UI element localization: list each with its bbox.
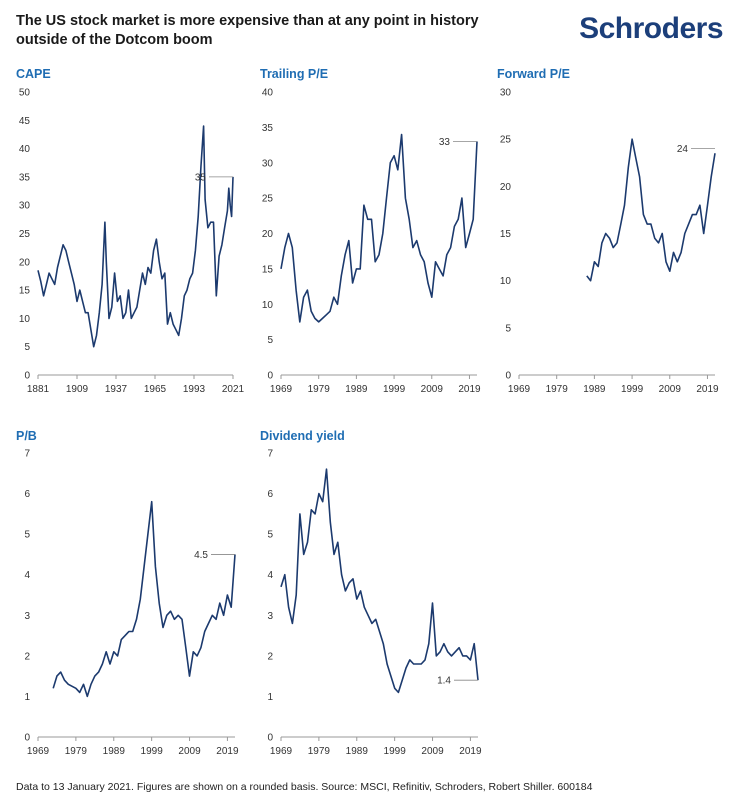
cape-annotation-label: 35 <box>195 172 207 183</box>
p-b-x-tick: 1979 <box>65 746 88 757</box>
cape-x-tick: 1909 <box>66 384 89 395</box>
forward-p-e-x-tick: 1969 <box>508 384 531 395</box>
p-b-y-tick: 5 <box>24 530 30 541</box>
cape-y-tick: 45 <box>19 116 31 127</box>
forward-p-e-x-tick: 2009 <box>659 384 682 395</box>
dividend-yield-annotation-label: 1.4 <box>437 676 451 687</box>
p-b-x-tick: 2019 <box>216 746 239 757</box>
cape-y-tick: 25 <box>19 229 31 240</box>
dividend-yield-x-tick: 1969 <box>270 746 293 757</box>
forward-p-e-x-tick: 1989 <box>583 384 606 395</box>
forward-p-e-x-tick: 1979 <box>546 384 569 395</box>
forward-p-e-y-tick: 25 <box>500 135 512 146</box>
trailing-p-e-y-tick: 25 <box>262 194 274 205</box>
trailing-p-e-x-tick: 1969 <box>270 384 293 395</box>
dividend-yield-title: Dividend yield <box>260 429 345 443</box>
dividend-yield-y-tick: 4 <box>267 570 273 581</box>
cape-y-tick: 30 <box>19 201 31 212</box>
dividend-yield-x-tick: 2009 <box>421 746 444 757</box>
chart-p-b: P/B 0 1 2 3 4 5 6 7 1969 1979 1989 1999 2009 2019 4.5 <box>16 429 239 757</box>
dividend-yield-x-tick: 1989 <box>346 746 369 757</box>
dividend-yield-y-tick: 2 <box>267 651 273 662</box>
dividend-yield-y-tick: 6 <box>267 489 273 500</box>
cape-x-tick: 1993 <box>183 384 206 395</box>
cape-y-tick: 50 <box>19 88 31 99</box>
trailing-p-e-y-tick: 0 <box>267 371 273 382</box>
p-b-annotation-label: 4.5 <box>194 550 208 561</box>
trailing-p-e-y-tick: 35 <box>262 123 274 134</box>
dividend-yield-x-tick: 1999 <box>384 746 407 757</box>
dividend-yield-y-tick: 7 <box>267 449 273 460</box>
cape-y-tick: 40 <box>19 144 31 155</box>
dividend-yield-y-tick: 1 <box>267 692 273 703</box>
cape-x-tick: 1937 <box>105 384 128 395</box>
trailing-p-e-x-tick: 2009 <box>421 384 444 395</box>
page-title: The US stock market is more expensive th… <box>16 13 479 48</box>
cape-y-tick: 15 <box>19 286 31 297</box>
trailing-p-e-y-tick: 10 <box>262 300 274 311</box>
cape-y-tick: 5 <box>24 342 30 353</box>
p-b-y-tick: 7 <box>24 449 30 460</box>
forward-p-e-title: Forward P/E <box>497 67 570 81</box>
cape-y-tick: 35 <box>19 172 31 183</box>
forward-p-e-y-tick: 0 <box>505 371 511 382</box>
dividend-yield-x-tick: 2019 <box>459 746 482 757</box>
p-b-x-tick: 2009 <box>178 746 201 757</box>
dividend-yield-series-line <box>280 468 479 694</box>
trailing-p-e-y-tick: 15 <box>262 264 274 275</box>
cape-x-tick: 1881 <box>27 384 50 395</box>
forward-p-e-y-tick: 30 <box>500 88 512 99</box>
forward-p-e-y-tick: 20 <box>500 182 512 193</box>
forward-p-e-x-tick: 1999 <box>621 384 644 395</box>
p-b-y-tick: 2 <box>24 651 30 662</box>
p-b-y-tick: 0 <box>24 733 30 744</box>
trailing-p-e-series-line <box>280 133 478 323</box>
forward-p-e-y-tick: 5 <box>505 323 511 334</box>
p-b-y-tick: 4 <box>24 570 30 581</box>
chart-forward-p-e: Forward P/E 0 5 10 15 20 25 30 1969 1979 1989 1999 2… <box>497 67 719 395</box>
p-b-title: P/B <box>16 429 37 443</box>
cape-y-tick: 10 <box>19 314 31 325</box>
source-footnote: Data to 13 January 2021. Figures are sho… <box>16 781 593 793</box>
trailing-p-e-y-tick: 20 <box>262 229 274 240</box>
dividend-yield-y-tick: 0 <box>267 733 273 744</box>
chart-dividend-yield: Dividend yield 0 1 2 3 4 5 6 7 1969 1979 1989 1999 20… <box>260 429 482 757</box>
p-b-y-tick: 3 <box>24 611 30 622</box>
p-b-y-tick: 6 <box>24 489 30 500</box>
schroders-logo: Schroders <box>579 12 723 45</box>
trailing-p-e-title: Trailing P/E <box>260 67 328 81</box>
trailing-p-e-x-tick: 1979 <box>308 384 331 395</box>
forward-p-e-x-tick: 2019 <box>696 384 719 395</box>
trailing-p-e-annotation-label: 33 <box>439 137 451 148</box>
p-b-series-line <box>52 500 236 698</box>
trailing-p-e-y-tick: 40 <box>262 88 274 99</box>
chart-trailing-p-e: Trailing P/E 0 5 10 15 20 25 30 35 40 1969 1979 1989… <box>260 67 481 395</box>
cape-x-tick: 2021 <box>222 384 245 395</box>
trailing-p-e-x-tick: 1989 <box>345 384 368 395</box>
p-b-x-tick: 1969 <box>27 746 50 757</box>
p-b-x-tick: 1989 <box>103 746 126 757</box>
p-b-x-tick: 1999 <box>141 746 164 757</box>
dividend-yield-y-tick: 5 <box>267 530 273 541</box>
cape-y-tick: 20 <box>19 257 31 268</box>
forward-p-e-y-tick: 15 <box>500 229 512 240</box>
cape-x-tick: 1965 <box>144 384 167 395</box>
cape-title: CAPE <box>16 67 51 81</box>
trailing-p-e-x-tick: 2019 <box>458 384 481 395</box>
p-b-y-tick: 1 <box>24 692 30 703</box>
forward-p-e-annotation-label: 24 <box>677 144 689 155</box>
chart-cape: CAPE 0 5 10 15 20 25 30 35 40 45 50 1881 1909 1937 1965… <box>16 67 245 395</box>
forward-p-e-y-tick: 10 <box>500 276 512 287</box>
cape-series-line <box>37 125 234 348</box>
forward-p-e-series-line <box>586 138 716 282</box>
trailing-p-e-x-tick: 1999 <box>383 384 406 395</box>
dividend-yield-y-tick: 3 <box>267 611 273 622</box>
trailing-p-e-y-tick: 30 <box>262 158 274 169</box>
trailing-p-e-y-tick: 5 <box>267 335 273 346</box>
cape-y-tick: 0 <box>24 371 30 382</box>
dividend-yield-x-tick: 1979 <box>308 746 331 757</box>
